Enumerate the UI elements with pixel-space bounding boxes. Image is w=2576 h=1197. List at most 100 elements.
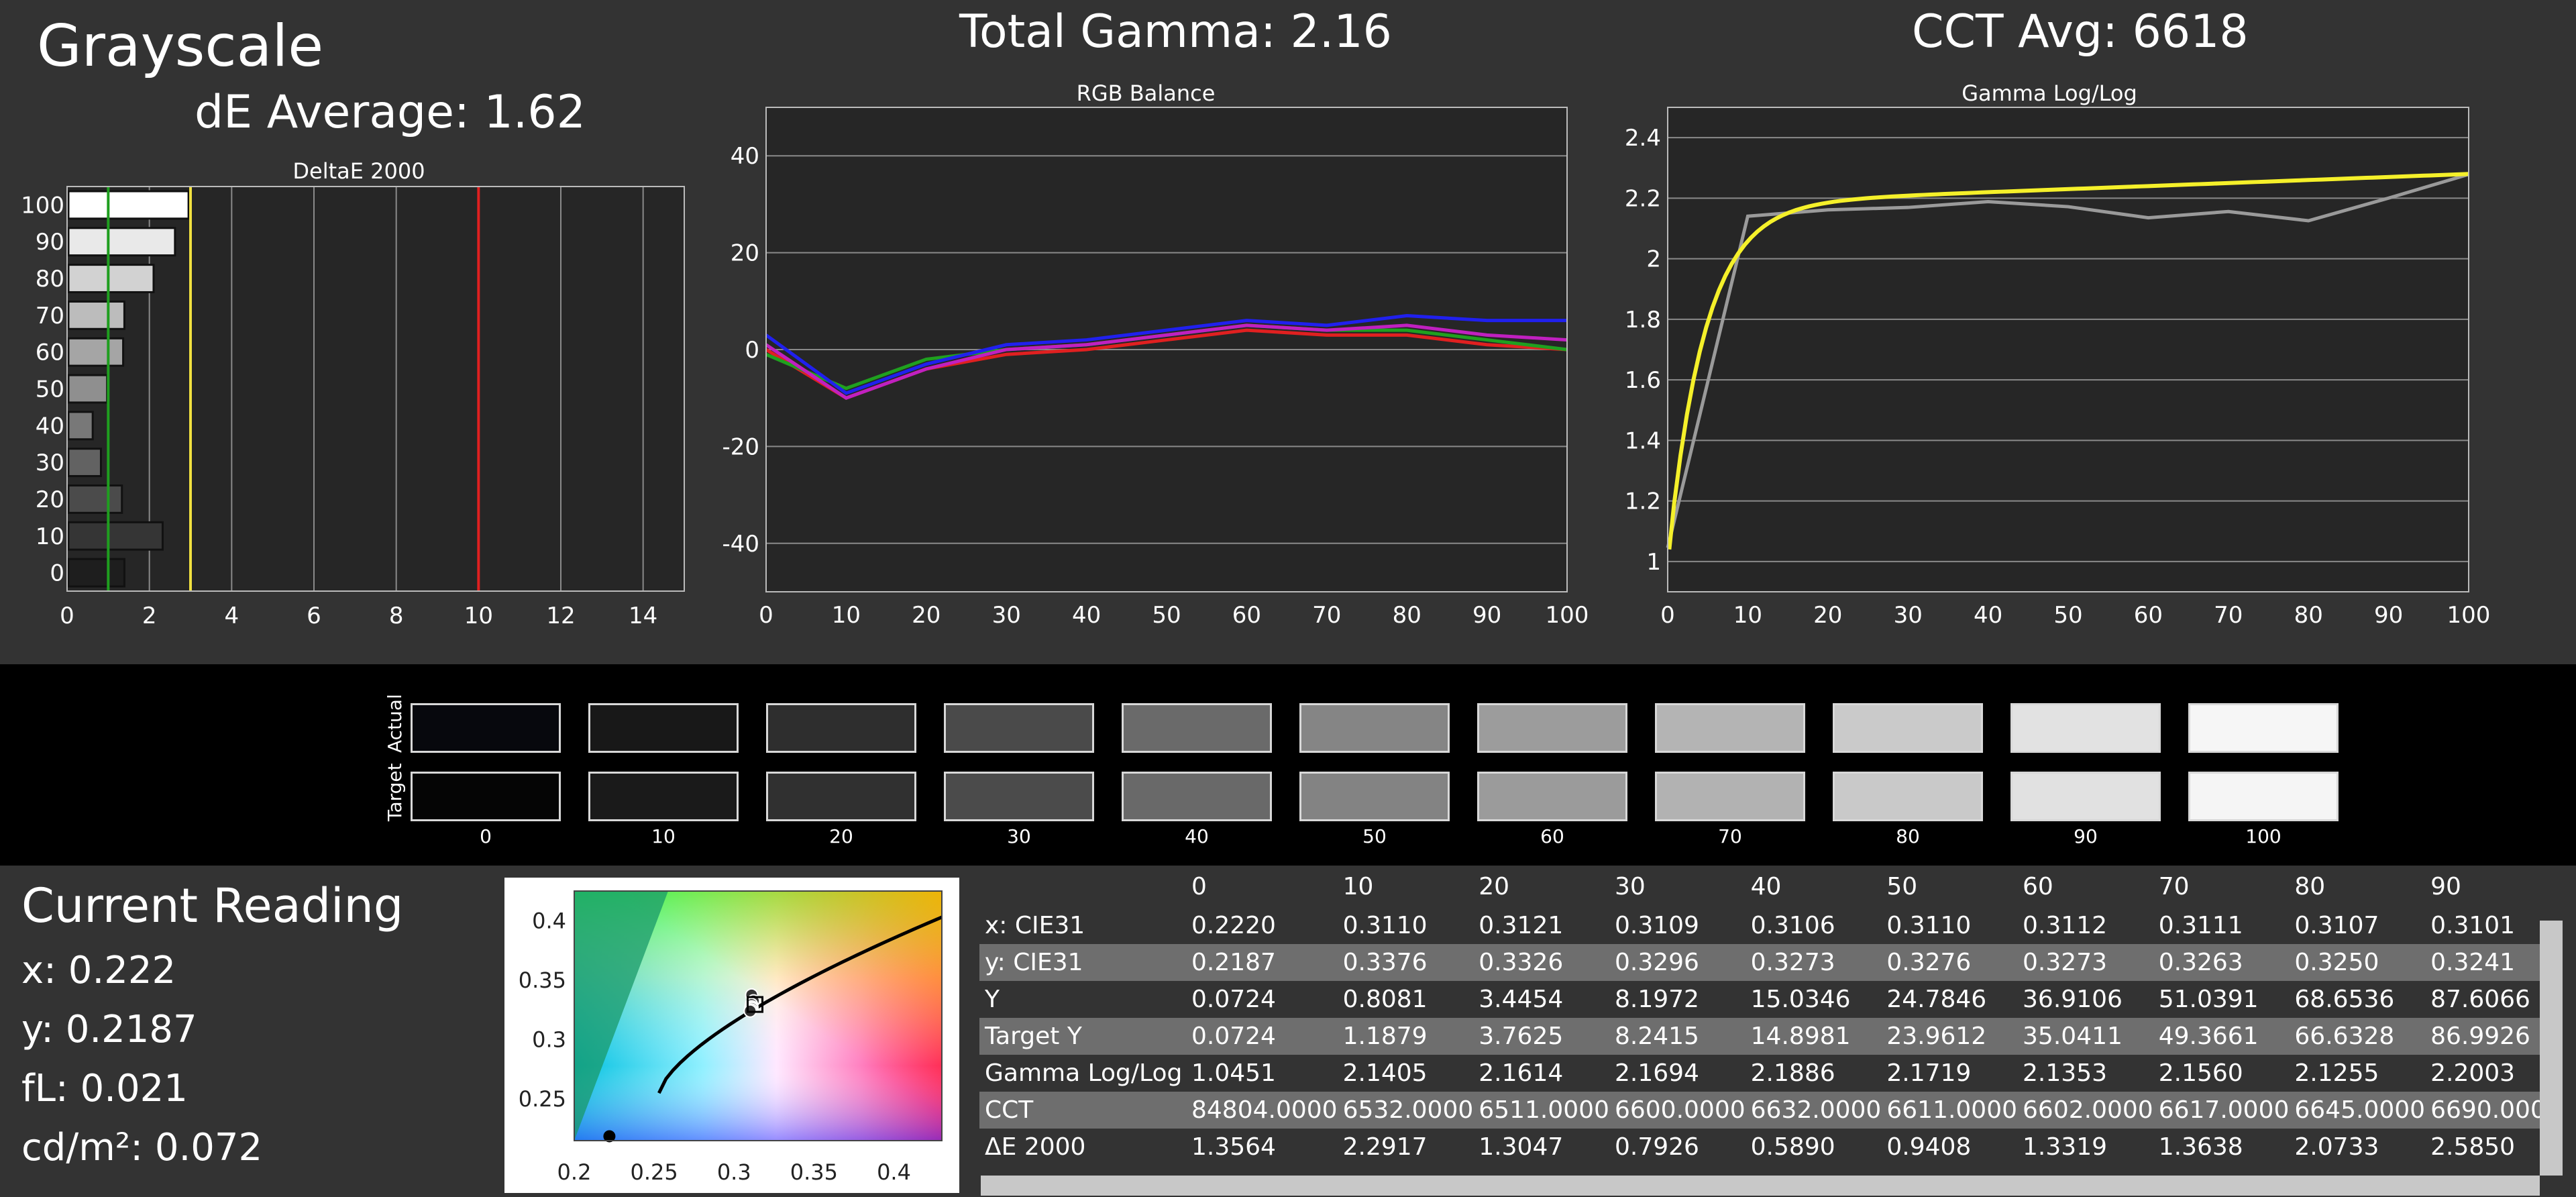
table-cell: 0.3109	[1614, 912, 1699, 939]
table-cell: 2.1353	[2023, 1059, 2107, 1087]
swatch-label: 30	[1007, 825, 1031, 847]
cie-green-region	[574, 891, 668, 1141]
data-table: 0102030405060708090100x: CIE310.22200.31…	[979, 866, 2541, 1165]
actual-swatch	[1122, 703, 1272, 753]
rgb-y-tick: -40	[722, 531, 759, 558]
total-gamma-label: Total Gamma: 2.16	[959, 5, 1392, 58]
table-header-cell: 50	[1886, 872, 1918, 900]
table-cell: 0.8081	[1342, 986, 1428, 1013]
cie-target-marker	[747, 996, 764, 1013]
rgb-x-tick: 10	[832, 602, 861, 629]
target-swatch	[2010, 772, 2161, 821]
table-cell: 6602.0000	[2017, 1092, 2153, 1129]
gamma-target-line	[1667, 172, 2469, 550]
table-header-cell: 40	[1750, 872, 1782, 900]
swatch-label: 40	[1185, 825, 1209, 847]
swatch-label: 70	[1718, 825, 1742, 847]
deltae-x-tick: 14	[629, 603, 657, 629]
table-row[interactable]: Target Y 0.0724 1.1879 3.7625 8.2415 14.8981 2…	[979, 1018, 2541, 1055]
target-swatch	[1477, 772, 1627, 821]
deltae-x-tick: 10	[464, 603, 493, 629]
de-average-label: dE Average: 1.62	[195, 86, 586, 139]
deltae-y-tick: 10	[36, 523, 64, 550]
target-swatch	[588, 772, 739, 821]
table-cell: 6611.0000	[1881, 1092, 2018, 1129]
gamma-chart-title: Gamma Log/Log	[1962, 81, 2137, 106]
table-cell: 2.1405	[1342, 1059, 1428, 1087]
table-cell: 87.6066	[2430, 986, 2530, 1013]
cie-y-tick: 0.35	[519, 968, 566, 993]
vertical-scrollbar[interactable]	[2540, 921, 2563, 1176]
swatch-band: Actual Target 0 10 20 30 40 50 60 70 80 90 100	[0, 664, 2576, 866]
rgb-x-tick: 70	[1312, 602, 1341, 629]
gamma-x-tick: 70	[2214, 602, 2243, 629]
deltae-chart: DeltaE 2000 0 2 4 6 8 10 12 14 0 10 20 30 40 50 60 70 80…	[21, 158, 685, 629]
table-cell: 24.7846	[1886, 986, 1987, 1013]
cct-avg-label: CCT Avg: 6618	[1912, 5, 2249, 58]
deltae-x-tick: 8	[389, 603, 404, 629]
deltae-x-tick: 12	[546, 603, 575, 629]
rgb-x-tick: 40	[1072, 602, 1101, 629]
target-swatch	[1833, 772, 1983, 821]
table-cell: 0.3273	[1745, 944, 1882, 981]
table-row[interactable]: Gamma Log/Log 1.0451 2.1405 2.1614 2.1694 2.1…	[979, 1055, 2541, 1092]
deltae-x-tick: 6	[307, 603, 321, 629]
table-row[interactable]: Y 0.0724 0.8081 3.4454 8.1972 15.0346 24.7846 3…	[979, 981, 2541, 1018]
gamma-y-tick: 1.6	[1625, 367, 1661, 394]
table-cell: 0.3121	[1479, 912, 1564, 939]
actual-swatch	[411, 703, 561, 753]
gamma-y-tick: 1.8	[1625, 307, 1661, 333]
gamma-chart: Gamma Log/Log 2.42.221.81.61.41.210 10 20 3…	[1625, 81, 2491, 629]
table-cell: 6632.0000	[1745, 1092, 1882, 1129]
rgb-y-tick: 0	[745, 337, 759, 364]
current-reading-title: Current Reading	[21, 878, 404, 933]
table-cell: 0.3110	[1886, 912, 1972, 939]
table-cell: 0.3296	[1609, 944, 1746, 981]
table-cell: 6600.0000	[1609, 1092, 1746, 1129]
gamma-measured-line	[1666, 172, 2469, 549]
table-cell: 2.5850	[2430, 1133, 2516, 1161]
table-header-cell: 90	[2430, 872, 2461, 900]
data-table-wrap[interactable]: 0102030405060708090100x: CIE310.22200.31…	[979, 866, 2541, 1197]
deltae-bar	[67, 558, 125, 588]
actual-swatch	[1655, 703, 1805, 753]
horizontal-scrollbar[interactable]	[981, 1176, 2540, 1196]
table-cell: 86.9926	[2425, 1018, 2541, 1055]
table-row[interactable]: ΔE 2000 1.3564 2.2917 1.3047 0.7926 0.5890 0.9…	[979, 1129, 2541, 1165]
table-row[interactable]: CCT 84804.0000 6532.0000 6511.0000 6600.0000…	[979, 1092, 2541, 1129]
rgb-y-tick: 40	[731, 143, 759, 170]
table-cell: 6690.0000	[2425, 1092, 2541, 1129]
gamma-y-tick: 1	[1646, 549, 1661, 576]
swatch-label: 0	[480, 825, 492, 847]
gamma-y-tick: 2.2	[1625, 185, 1661, 212]
actual-swatch	[944, 703, 1094, 753]
rgb-x-tick: 30	[992, 602, 1021, 629]
table-cell: 0.3241	[2425, 944, 2541, 981]
table-cell: 0.3112	[2023, 912, 2107, 939]
table-cell: 3.7625	[1473, 1018, 1609, 1055]
table-row[interactable]: y: CIE31 0.2187 0.3376 0.3326 0.3296 0.3273 0.…	[979, 944, 2541, 981]
rgb-x-tick: 60	[1232, 602, 1261, 629]
actual-swatch	[1833, 703, 1983, 753]
table-cell: 1.3638	[2158, 1133, 2243, 1161]
table-cell: 0.3106	[1750, 912, 1835, 939]
gamma-x-tick: 80	[2294, 602, 2323, 629]
gamma-y-tick: 1.2	[1625, 488, 1661, 515]
cie-y-tick: 0.3	[532, 1027, 566, 1052]
table-cell: 14.8981	[1745, 1018, 1882, 1055]
table-cell: 2.1719	[1886, 1059, 1972, 1087]
gamma-x-tick: 40	[1974, 602, 2002, 629]
table-cell: 0.5890	[1750, 1133, 1835, 1161]
table-cell: 0.9408	[1886, 1133, 1972, 1161]
rgb-x-tick: 90	[1472, 602, 1501, 629]
table-cell: 0.3110	[1342, 912, 1428, 939]
table-row-label: CCT	[979, 1092, 1186, 1129]
target-swatch	[411, 772, 561, 821]
table-row[interactable]: x: CIE31 0.2220 0.3110 0.3121 0.3109 0.3106 0.…	[979, 907, 2541, 944]
deltae-y-tick: 0	[50, 560, 64, 587]
table-cell: 0.2220	[1191, 912, 1276, 939]
deltae-bar	[67, 448, 102, 478]
rgb-frame	[765, 107, 1568, 592]
actual-swatch	[1299, 703, 1450, 753]
swatch-label: 10	[651, 825, 676, 847]
